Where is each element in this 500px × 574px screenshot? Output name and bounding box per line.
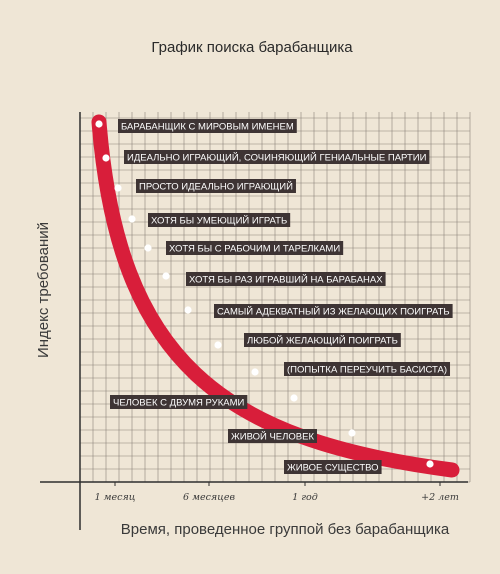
curve-dot (184, 306, 192, 314)
annotation-label: БАРАБАНЩИК С МИРОВЫМ ИМЕНЕМ (121, 122, 294, 133)
y-axis-label: Индекс требований (35, 222, 52, 358)
annotation-bg (284, 362, 451, 376)
x-tick-label: 6 месяцев (183, 492, 235, 503)
annotation-label: САМЫЙ АДЕКВАТНЫЙ ИЗ ЖЕЛАЮЩИХ ПОИГРАТЬ (217, 306, 450, 318)
annotation-bg (284, 460, 382, 474)
curve-dot (162, 272, 170, 280)
annotation-bg (166, 241, 344, 255)
annotation-bg (186, 272, 386, 286)
annotation-bg (136, 179, 296, 193)
x-tick-label: +2 лет (421, 492, 459, 503)
annotation-label: ЛЮБОЙ ЖЕЛАЮЩИЙ ПОИГРАТЬ (247, 335, 398, 347)
curve-dot (128, 215, 136, 223)
curve-dot (144, 244, 152, 252)
x-tick-labels: 1 месяц 6 месяцев 1 год +2 лет (95, 482, 459, 503)
curve-dot (95, 120, 103, 128)
annotation-label: ЧЕЛОВЕК С ДВУМЯ РУКАМИ (113, 398, 244, 409)
annotation-bg (124, 150, 430, 164)
annotation-label: ЖИВОЕ СУЩЕСТВО (287, 463, 379, 474)
annotation-label: ЖИВОЙ ЧЕЛОВЕК (231, 431, 314, 443)
curve-dot (214, 341, 222, 349)
annotations: БАРАБАНЩИК С МИРОВЫМ ИМЕНЕМ ИДЕАЛЬНО ИГРА… (110, 119, 453, 474)
demand-curve (91, 114, 460, 478)
annotation-bg (148, 213, 291, 227)
annotation-label: (ПОПЫТКА ПЕРЕУЧИТЬ БАСИСТА) (287, 365, 447, 376)
annotation-label: ХОТЯ БЫ С РАБОЧИМ И ТАРЕЛКАМИ (169, 244, 340, 255)
annotation: ХОТЯ БЫ УМЕЮЩИЙ ИГРАТЬ (148, 213, 291, 227)
annotation-bg (118, 119, 297, 133)
chart-title: График поиска барабанщика (151, 39, 353, 56)
annotation-bg (228, 429, 317, 443)
curve-dot (290, 394, 298, 402)
annotation-label: ИДЕАЛЬНО ИГРАЮЩИЙ, СОЧИНЯЮЩИЙ ГЕНИАЛЬНЫЕ… (127, 152, 427, 164)
annotation-label: ХОТЯ БЫ УМЕЮЩИЙ ИГРАТЬ (151, 215, 287, 227)
annotation: ХОТЯ БЫ С РАБОЧИМ И ТАРЕЛКАМИ (166, 241, 344, 255)
annotation-bg (110, 395, 248, 409)
annotation: БАРАБАНЩИК С МИРОВЫМ ИМЕНЕМ (118, 119, 297, 133)
annotation: ПРОСТО ИДЕАЛЬНО ИГРАЮЩИЙ (136, 179, 296, 193)
annotation-label: ПРОСТО ИДЕАЛЬНО ИГРАЮЩИЙ (139, 181, 293, 193)
curve-dot (251, 368, 259, 376)
annotation: ЛЮБОЙ ЖЕЛАЮЩИЙ ПОИГРАТЬ (244, 333, 401, 347)
curve-dot (102, 154, 110, 162)
annotation: ИДЕАЛЬНО ИГРАЮЩИЙ, СОЧИНЯЮЩИЙ ГЕНИАЛЬНЫЕ… (124, 150, 430, 164)
annotation-bg (214, 304, 453, 318)
curve-dot (348, 429, 356, 437)
annotation: (ПОПЫТКА ПЕРЕУЧИТЬ БАСИСТА) (284, 362, 451, 376)
annotation: САМЫЙ АДЕКВАТНЫЙ ИЗ ЖЕЛАЮЩИХ ПОИГРАТЬ (214, 304, 453, 318)
annotation: ЖИВОЕ СУЩЕСТВО (284, 460, 382, 474)
annotation-label: ХОТЯ БЫ РАЗ ИГРАВШИЙ НА БАРАБАНАХ (189, 274, 383, 286)
annotation-bg (244, 333, 401, 347)
curve-dots (95, 120, 434, 468)
annotation: ЧЕЛОВЕК С ДВУМЯ РУКАМИ (110, 395, 248, 409)
x-tick-label: 1 год (292, 492, 318, 503)
annotation: ХОТЯ БЫ РАЗ ИГРАВШИЙ НА БАРАБАНАХ (186, 272, 386, 286)
x-axis-label: Время, проведенное группой без барабанщи… (121, 521, 450, 538)
curve-dot (426, 460, 434, 468)
annotation: ЖИВОЙ ЧЕЛОВЕК (228, 429, 317, 443)
x-tick-label: 1 месяц (95, 492, 136, 503)
curve-dot (114, 184, 122, 192)
